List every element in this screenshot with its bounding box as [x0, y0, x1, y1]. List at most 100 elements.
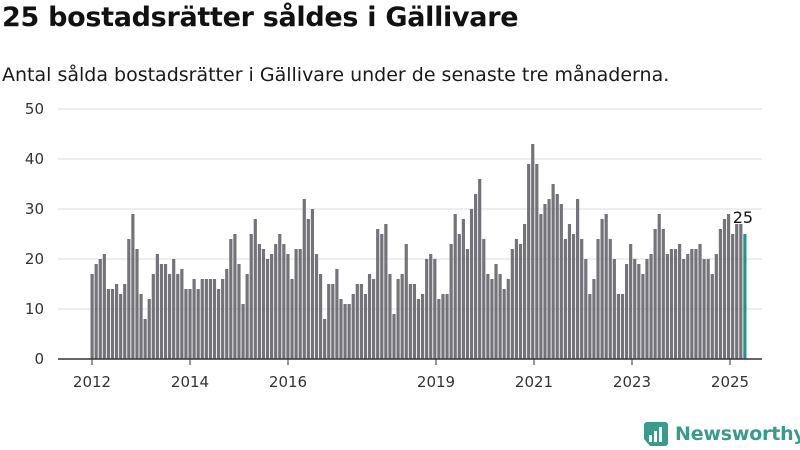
bar — [221, 279, 225, 359]
bar — [147, 299, 151, 359]
bar — [580, 239, 584, 359]
x-tick-label: 2023 — [613, 373, 651, 391]
bar — [690, 249, 694, 359]
bar — [645, 259, 649, 359]
bar — [302, 199, 306, 359]
bar — [478, 179, 482, 359]
bar — [563, 239, 567, 359]
bar — [274, 244, 278, 359]
bar — [547, 199, 551, 359]
x-tick-label: 2025 — [711, 373, 749, 391]
bar — [163, 264, 168, 359]
bar — [449, 244, 453, 359]
bar — [445, 294, 449, 359]
bar — [188, 289, 192, 359]
y-tick-label: 10 — [25, 300, 44, 318]
highlight-value-label: 25 — [733, 208, 753, 227]
bar — [102, 254, 106, 359]
bar — [298, 249, 302, 359]
bar — [486, 274, 490, 359]
bar — [735, 224, 739, 359]
bar — [633, 259, 637, 359]
data-labels: 25 — [733, 208, 753, 227]
bar — [596, 239, 600, 359]
bar — [339, 299, 343, 359]
x-axis-ticks: 2012 2014 2016 2019 2021 2023 2025 — [73, 359, 749, 391]
bar — [94, 264, 98, 359]
bar — [482, 239, 486, 359]
chart-subtitle: Antal sålda bostadsrätter i Gällivare un… — [2, 64, 670, 86]
bar — [208, 279, 213, 359]
bar — [388, 274, 392, 359]
bar — [355, 284, 359, 359]
bar — [453, 214, 457, 359]
bar — [490, 279, 494, 359]
chart-title: 25 bostadsrätter såldes i Gällivare — [2, 2, 519, 33]
bar — [653, 229, 657, 359]
x-tick-label: 2021 — [515, 373, 553, 391]
bar — [363, 294, 368, 359]
bar — [457, 234, 461, 359]
bar — [249, 234, 253, 359]
bar — [731, 234, 735, 359]
bar — [535, 164, 539, 359]
bar — [359, 284, 363, 359]
bar — [702, 259, 706, 359]
bar — [408, 284, 412, 359]
bar — [306, 219, 310, 359]
bar — [571, 234, 576, 359]
bar — [318, 274, 323, 359]
bar — [196, 289, 200, 359]
bar — [392, 314, 396, 359]
bar — [510, 249, 514, 359]
bar — [143, 319, 147, 359]
bar — [323, 319, 327, 359]
bar — [657, 214, 661, 359]
bar — [286, 254, 290, 359]
bar — [367, 274, 372, 359]
bar — [294, 249, 298, 359]
bar — [180, 269, 184, 359]
brand-name: Newsworthy — [675, 423, 800, 445]
bar — [265, 259, 270, 359]
bar — [404, 244, 408, 359]
bar — [351, 294, 355, 359]
bar — [543, 204, 547, 359]
bar — [718, 229, 723, 359]
x-tick-label: 2016 — [269, 373, 307, 391]
bar — [135, 249, 139, 359]
bar — [282, 244, 286, 359]
bar — [641, 274, 645, 359]
bar — [608, 239, 612, 359]
bar — [612, 259, 616, 359]
x-tick-label: 2014 — [171, 373, 209, 391]
bar — [380, 234, 384, 359]
bar — [131, 214, 135, 359]
bar — [527, 164, 531, 359]
bar — [416, 299, 421, 359]
bar — [343, 304, 347, 359]
bar — [127, 239, 131, 359]
bar — [551, 184, 555, 359]
bar — [425, 259, 429, 359]
bar — [310, 209, 315, 359]
bar — [437, 299, 441, 359]
bar — [151, 274, 155, 359]
bar — [420, 294, 425, 359]
bar — [698, 244, 702, 359]
bar — [347, 304, 351, 359]
bar — [694, 249, 698, 359]
y-axis-ticks: 0 10 20 30 40 50 — [25, 100, 44, 368]
bar — [172, 259, 176, 359]
bar — [673, 249, 678, 359]
bar — [522, 224, 527, 359]
bar — [123, 284, 127, 359]
bar — [433, 259, 437, 359]
bar — [678, 244, 682, 359]
bar — [465, 249, 470, 359]
bar — [331, 284, 335, 359]
bar — [706, 259, 710, 359]
bar — [241, 304, 245, 359]
bar — [588, 294, 592, 359]
